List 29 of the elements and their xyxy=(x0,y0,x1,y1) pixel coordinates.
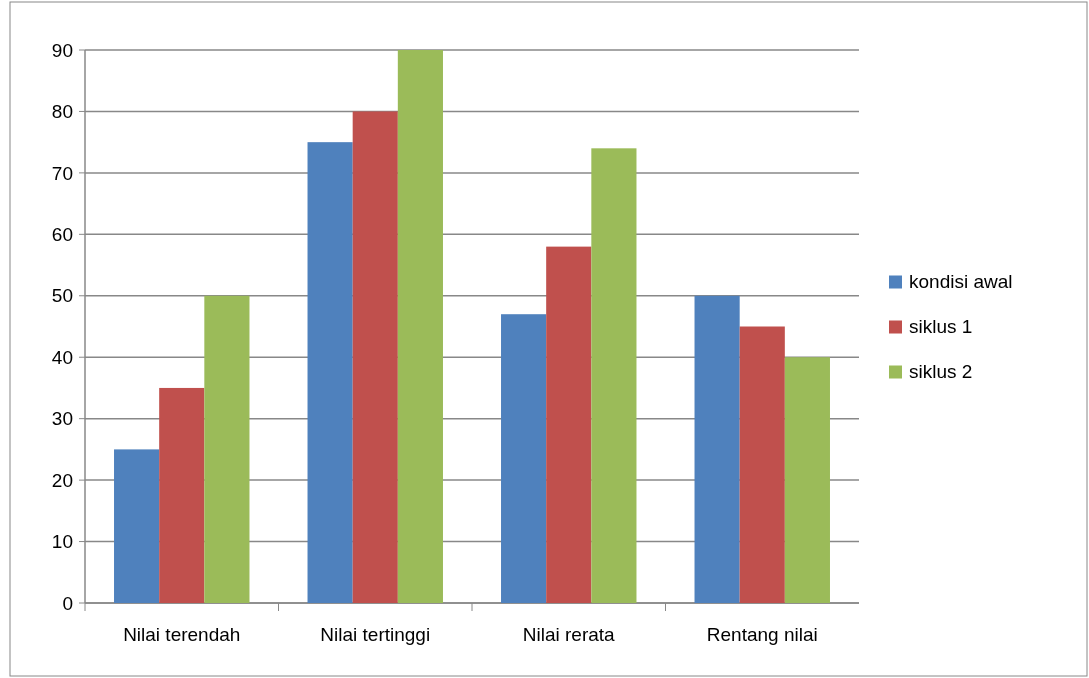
bar xyxy=(114,449,160,603)
bar xyxy=(204,295,250,603)
bar xyxy=(307,142,353,603)
legend-label: siklus 2 xyxy=(909,361,973,383)
bar xyxy=(784,357,830,603)
y-tick-label: 10 xyxy=(51,531,73,553)
bar xyxy=(159,387,205,603)
bar xyxy=(352,111,398,603)
bar xyxy=(546,246,592,603)
bar xyxy=(694,295,740,603)
y-tick-label: 50 xyxy=(51,285,73,307)
bar xyxy=(501,314,547,603)
x-tick-label: Nilai tertinggi xyxy=(320,624,431,645)
y-tick-label: 80 xyxy=(51,101,73,123)
bar xyxy=(739,326,785,603)
y-tick-label: 30 xyxy=(51,408,73,430)
y-tick-label: 0 xyxy=(62,592,73,614)
legend-label: siklus 1 xyxy=(909,316,973,338)
y-tick-label: 20 xyxy=(51,469,73,491)
y-tick-label: 90 xyxy=(51,39,73,61)
x-tick-label: Rentang nilai xyxy=(706,624,818,645)
y-tick-label: 40 xyxy=(51,346,73,368)
bar xyxy=(591,148,637,603)
x-tick-label: Nilai rerata xyxy=(522,624,616,645)
x-tick-label: Nilai terendah xyxy=(123,624,241,645)
legend-label: kondisi awal xyxy=(909,271,1013,293)
y-tick-label: 70 xyxy=(51,162,73,184)
y-tick-label: 60 xyxy=(51,223,73,245)
bar xyxy=(397,50,443,603)
